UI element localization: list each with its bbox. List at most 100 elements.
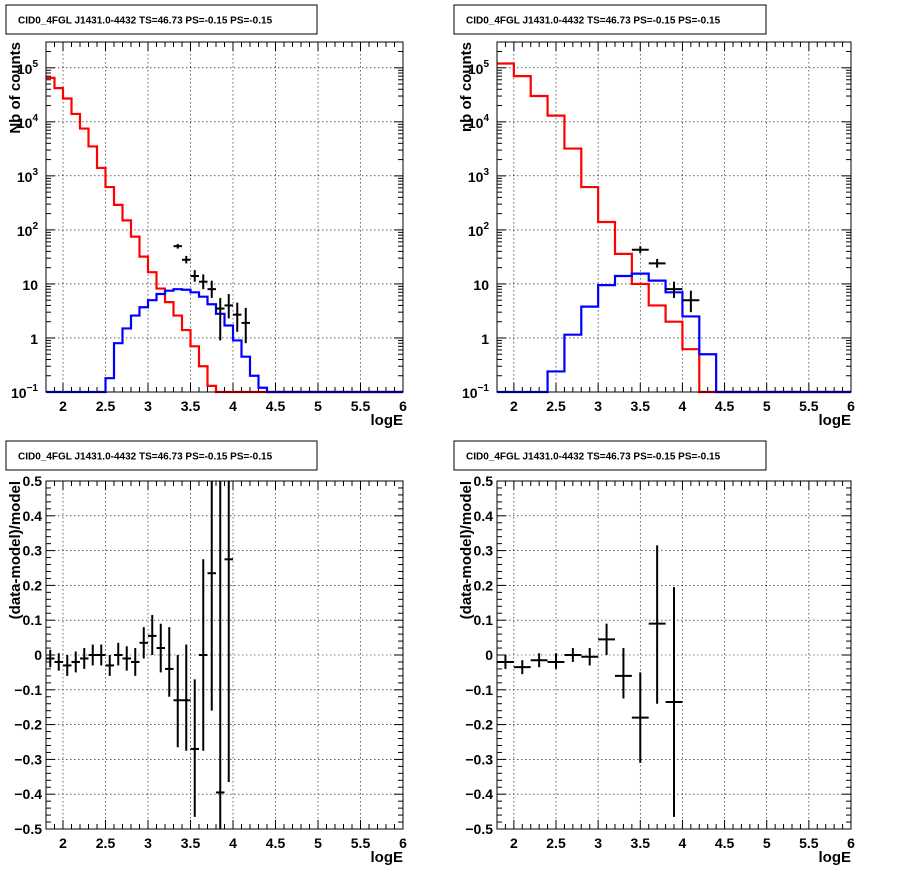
- data-point: [131, 648, 140, 676]
- data-point: [165, 627, 174, 697]
- chart-title: CID0_4FGL J1431.0-4432 TS=46.73 PS=-0.15…: [466, 452, 721, 463]
- chart-panel-1: CID0_4FGL J1431.0-4432 TS=46.73 PS=-0.15…: [5, 4, 407, 429]
- chart-title-box: [5, 440, 318, 471]
- y-tick-label: 104: [468, 113, 490, 131]
- chart-title: CID0_4FGL J1431.0-4432 TS=46.73 PS=-0.15…: [18, 452, 273, 463]
- y-tick-label: 0.5: [474, 473, 494, 489]
- x-tick-label: 4: [679, 835, 687, 851]
- y-tick-label: 105: [17, 59, 39, 77]
- y-tick-label: 0: [485, 647, 493, 663]
- histogram-series: [497, 62, 851, 394]
- y-tick-label: 102: [17, 221, 39, 239]
- x-tick-label: 5: [763, 835, 771, 851]
- y-axis-title: (data-model)/model: [7, 481, 24, 619]
- y-tick-label: −0.1: [14, 682, 42, 698]
- data-point: [216, 481, 225, 829]
- x-tick-label: 4: [229, 398, 237, 414]
- data-point: [564, 648, 582, 662]
- plot-frame: [496, 41, 852, 393]
- y-tick-label: 0.3: [23, 543, 43, 559]
- data-point: [530, 653, 548, 668]
- y-tick-label: 10−1: [11, 383, 38, 401]
- data-point: [54, 653, 63, 671]
- x-tick-label: 3: [144, 835, 152, 851]
- x-axis-title: logE: [819, 412, 852, 429]
- y-tick-label: 102: [468, 221, 490, 239]
- x-tick-label: 3.5: [181, 398, 201, 414]
- chart-panel-2: CID0_4FGL J1431.0-4432 TS=46.73 PS=-0.15…: [453, 4, 855, 429]
- chart-title: CID0_4FGL J1431.0-4432 TS=46.73 PS=-0.15…: [466, 16, 721, 27]
- chart-title-box: [5, 4, 318, 35]
- data-point: [173, 655, 182, 748]
- x-tick-label: 2: [59, 835, 67, 851]
- x-tick-label: 3: [594, 835, 602, 851]
- chart-panel-4: CID0_4FGL J1431.0-4432 TS=46.73 PS=-0.15…: [453, 440, 855, 866]
- y-axis-title: nb of counts: [458, 42, 475, 132]
- axis-ticks: [496, 41, 852, 393]
- data-point: [139, 627, 148, 659]
- x-tick-label: 2.5: [546, 835, 566, 851]
- x-tick-label: 4.5: [715, 835, 735, 851]
- x-tick-label: 2.5: [546, 398, 566, 414]
- grid-lines: [46, 42, 403, 392]
- data-point: [156, 623, 165, 673]
- y-tick-label: 0: [34, 647, 42, 663]
- y-tick-label: −0.3: [465, 751, 493, 767]
- data-point: [513, 660, 531, 675]
- chart-panel-3: CID0_4FGL J1431.0-4432 TS=46.73 PS=-0.15…: [5, 440, 407, 866]
- y-tick-label: 10: [22, 277, 38, 293]
- x-tick-label: 2.5: [96, 835, 116, 851]
- histogram-series: [46, 76, 403, 394]
- x-tick-label: 5.5: [799, 398, 819, 414]
- x-tick-label: 3.5: [631, 398, 651, 414]
- data-point: [216, 297, 225, 341]
- x-tick-label: 4: [229, 835, 237, 851]
- y-tick-label: −0.5: [14, 821, 42, 837]
- x-axis-title: logE: [371, 412, 404, 429]
- x-tick-label: 5: [763, 398, 771, 414]
- data-point: [80, 648, 89, 669]
- x-tick-label: 4.5: [266, 835, 286, 851]
- y-tick-label: 103: [468, 167, 490, 185]
- data-point: [581, 648, 599, 666]
- histogram-series: [46, 288, 403, 394]
- x-tick-label: 4: [679, 398, 687, 414]
- data-point: [182, 644, 191, 751]
- plot-frame: [45, 41, 404, 393]
- data-point: [199, 559, 208, 751]
- data-point: [97, 644, 106, 666]
- x-tick-label: 4.5: [266, 398, 286, 414]
- x-tick-label: 5: [314, 835, 322, 851]
- data-point: [233, 302, 242, 332]
- x-axis-title: logE: [371, 849, 404, 866]
- chart-title-box: [453, 4, 767, 35]
- y-tick-label: −0.2: [14, 717, 42, 733]
- x-tick-label: 5.5: [799, 835, 819, 851]
- y-tick-label: −0.3: [14, 751, 42, 767]
- y-tick-label: −0.1: [465, 682, 493, 698]
- y-tick-label: 10−1: [462, 383, 489, 401]
- y-tick-label: 0.5: [23, 473, 43, 489]
- y-tick-label: 0.2: [474, 577, 494, 593]
- grid-lines: [497, 42, 851, 392]
- data-point: [173, 243, 182, 249]
- plot-frame: [496, 480, 852, 830]
- data-point: [122, 646, 131, 671]
- y-tick-label: 0.4: [23, 508, 43, 524]
- y-tick-label: 0.1: [23, 612, 43, 628]
- y-tick-label: 104: [17, 113, 39, 131]
- y-tick-label: −0.4: [14, 786, 42, 802]
- data-point: [631, 672, 649, 763]
- data-point: [241, 307, 250, 344]
- x-tick-label: 6: [399, 398, 407, 414]
- y-tick-label: 103: [17, 167, 39, 185]
- data-point: [182, 255, 191, 264]
- x-tick-label: 6: [399, 835, 407, 851]
- data-point: [665, 587, 683, 817]
- x-tick-label: 6: [847, 398, 855, 414]
- data-point: [114, 642, 123, 666]
- x-tick-label: 4.5: [715, 398, 735, 414]
- data-point: [63, 655, 72, 676]
- x-axis-title: logE: [819, 849, 852, 866]
- y-tick-label: 0.1: [474, 612, 494, 628]
